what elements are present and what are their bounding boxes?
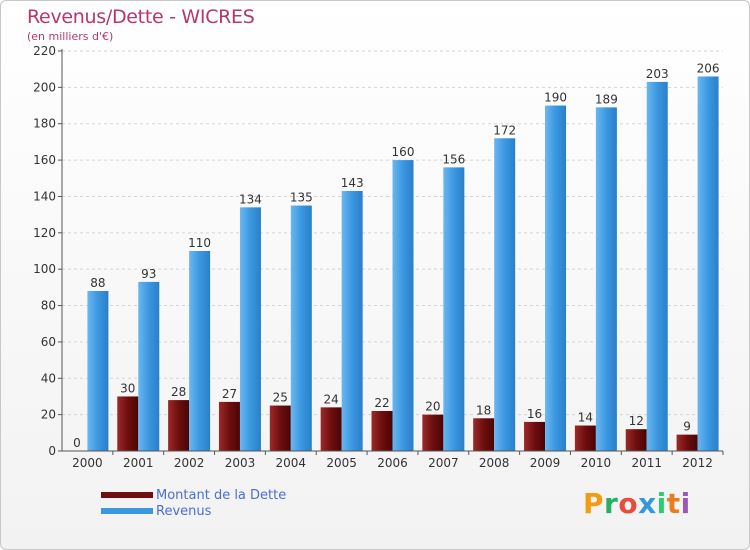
x-tick-label: 2006 bbox=[377, 456, 408, 470]
x-tick-label: 2007 bbox=[428, 456, 459, 470]
y-tick-label: 200 bbox=[33, 80, 56, 94]
legend-label-revenus: Revenus bbox=[156, 503, 212, 519]
logo-letter: r bbox=[604, 487, 619, 520]
data-label-revenus: 203 bbox=[646, 67, 669, 81]
bar-revenus bbox=[138, 281, 160, 451]
bar-debt bbox=[625, 429, 647, 451]
y-tick-label: 220 bbox=[33, 44, 56, 58]
x-tick-label: 2004 bbox=[276, 456, 307, 470]
data-label-debt: 27 bbox=[222, 387, 237, 401]
bar-revenus bbox=[443, 167, 465, 451]
logo-letter: i bbox=[656, 487, 667, 520]
bar-revenus bbox=[87, 291, 109, 451]
bar-revenus bbox=[646, 81, 668, 451]
logo-letter: o bbox=[618, 487, 639, 520]
logo-letter: t bbox=[666, 487, 681, 520]
data-label-revenus: 206 bbox=[697, 61, 720, 75]
data-label-debt: 16 bbox=[527, 407, 542, 421]
data-label-revenus: 160 bbox=[392, 145, 415, 159]
y-tick-label: 160 bbox=[33, 153, 56, 167]
data-label-debt: 24 bbox=[324, 392, 339, 406]
data-label-debt: 20 bbox=[425, 400, 440, 414]
logo-letter: P bbox=[583, 487, 605, 520]
bar-debt bbox=[218, 401, 240, 451]
x-tick-label: 2012 bbox=[682, 456, 713, 470]
data-label-debt: 28 bbox=[171, 385, 186, 399]
x-tick-label: 2009 bbox=[530, 456, 561, 470]
logo-letter: i bbox=[680, 487, 691, 520]
data-label-revenus: 88 bbox=[90, 276, 105, 290]
bar-revenus bbox=[341, 191, 363, 451]
bar-revenus bbox=[595, 107, 617, 451]
chart-title: Revenus/Dette - WICRES bbox=[27, 6, 255, 28]
bar-revenus bbox=[290, 205, 312, 451]
x-tick-label: 2000 bbox=[72, 456, 103, 470]
bar-debt bbox=[524, 421, 546, 451]
x-tick-label: 2010 bbox=[581, 456, 612, 470]
legend-label-debt: Montant de la Dette bbox=[156, 487, 287, 503]
x-tick-label: 2005 bbox=[326, 456, 357, 470]
data-label-revenus: 110 bbox=[188, 236, 211, 250]
data-label-revenus: 189 bbox=[595, 92, 618, 106]
y-tick-label: 100 bbox=[33, 262, 56, 276]
y-tick-label: 60 bbox=[41, 335, 56, 349]
bar-debt bbox=[676, 434, 698, 451]
bar-revenus bbox=[494, 138, 516, 452]
bar-revenus bbox=[189, 251, 211, 451]
data-label-revenus: 134 bbox=[239, 192, 262, 206]
bar-revenus bbox=[239, 207, 261, 451]
bar-debt bbox=[574, 425, 596, 451]
y-tick-label: 120 bbox=[33, 226, 56, 240]
legend-item-debt: Montant de la Dette bbox=[101, 487, 286, 503]
bar-debt bbox=[168, 400, 190, 451]
bar-debt bbox=[117, 396, 139, 451]
x-tick-label: 2003 bbox=[225, 456, 256, 470]
y-tick-label: 20 bbox=[41, 408, 56, 422]
data-label-debt: 0 bbox=[73, 436, 81, 450]
y-tick-label: 140 bbox=[33, 189, 56, 203]
bar-debt bbox=[371, 411, 393, 451]
bar-debt bbox=[422, 414, 444, 451]
data-label-revenus: 143 bbox=[341, 176, 364, 190]
bar-revenus bbox=[392, 160, 414, 451]
data-label-revenus: 172 bbox=[493, 123, 516, 137]
y-tick-label: 40 bbox=[41, 371, 56, 385]
legend: Montant de la Dette Revenus bbox=[101, 487, 286, 519]
bar-debt bbox=[320, 407, 342, 451]
logo-letter: x bbox=[638, 487, 657, 520]
bar-revenus bbox=[697, 76, 719, 452]
bar-debt bbox=[473, 418, 495, 451]
y-tick-label: 180 bbox=[33, 117, 56, 131]
data-label-debt: 9 bbox=[683, 420, 691, 434]
x-tick-label: 2008 bbox=[479, 456, 510, 470]
legend-item-revenus: Revenus bbox=[101, 503, 286, 519]
data-label-debt: 25 bbox=[273, 391, 288, 405]
data-label-revenus: 156 bbox=[442, 152, 465, 166]
y-tick-label: 80 bbox=[41, 299, 56, 313]
legend-swatch-debt bbox=[101, 492, 153, 498]
x-tick-label: 2001 bbox=[123, 456, 154, 470]
data-label-debt: 12 bbox=[629, 414, 644, 428]
data-label-debt: 30 bbox=[120, 381, 135, 395]
data-label-debt: 14 bbox=[578, 411, 593, 425]
proxiti-logo: Proxiti bbox=[583, 487, 691, 520]
x-tick-label: 2002 bbox=[174, 456, 205, 470]
data-label-revenus: 93 bbox=[141, 267, 156, 281]
bar-revenus bbox=[545, 105, 567, 451]
chart-subtitle: (en milliers d'€) bbox=[27, 30, 114, 43]
data-label-revenus: 190 bbox=[544, 91, 567, 105]
data-label-revenus: 135 bbox=[290, 191, 313, 205]
legend-swatch-revenus bbox=[101, 508, 153, 514]
bar-debt bbox=[269, 405, 291, 451]
y-tick-label: 0 bbox=[48, 444, 56, 458]
data-label-debt: 18 bbox=[476, 403, 491, 417]
data-label-debt: 22 bbox=[374, 396, 389, 410]
x-tick-label: 2011 bbox=[631, 456, 662, 470]
